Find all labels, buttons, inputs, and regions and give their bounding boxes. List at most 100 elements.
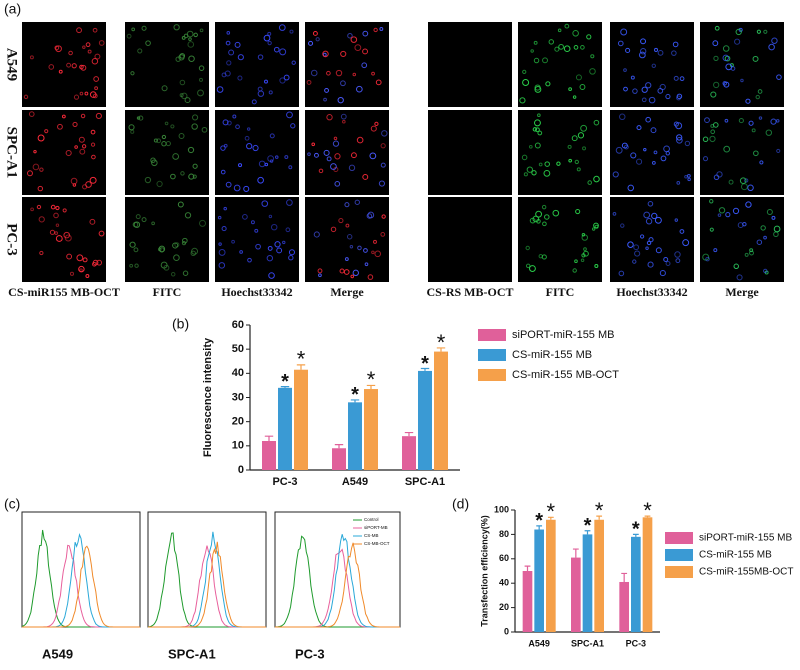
- cell: [333, 136, 338, 141]
- cell: [710, 91, 717, 98]
- cell: [223, 143, 228, 148]
- cell: [257, 90, 265, 97]
- cell: [27, 170, 33, 177]
- cell: [575, 208, 581, 215]
- cell: [129, 263, 134, 268]
- cell: [347, 32, 353, 39]
- cell: [187, 146, 195, 154]
- y-tick-label: 40: [232, 367, 244, 379]
- cell: [53, 212, 59, 219]
- cell: [632, 88, 638, 94]
- cell: [69, 271, 75, 276]
- bar: [418, 370, 432, 470]
- cell: [157, 247, 162, 252]
- cell: [66, 62, 72, 68]
- cell: [375, 79, 382, 86]
- cell: [288, 165, 293, 170]
- cell: [633, 244, 640, 251]
- micrograph: [22, 197, 106, 282]
- legend-label: CS-miR-155 MB: [512, 349, 592, 361]
- cell: [722, 81, 727, 86]
- cell: [323, 149, 330, 156]
- cell: [548, 39, 555, 45]
- cell: [179, 53, 186, 59]
- cell: [164, 121, 169, 126]
- cell: [733, 263, 739, 270]
- cell: [350, 152, 357, 159]
- bar: [402, 436, 416, 470]
- cell: [665, 93, 671, 100]
- panel-label: (d): [452, 496, 469, 512]
- cell: [709, 199, 714, 204]
- micrograph: [428, 197, 512, 282]
- cell: [374, 121, 379, 126]
- cell: [533, 40, 538, 45]
- cell: [623, 144, 629, 150]
- cell: [618, 113, 626, 121]
- cell: [66, 253, 73, 260]
- histogram-curve: [21, 529, 140, 628]
- cell: [574, 259, 578, 264]
- cell: [231, 239, 235, 244]
- panel-label: (c): [4, 496, 20, 512]
- cell: [37, 185, 44, 192]
- cell: [317, 268, 323, 274]
- cell: [306, 79, 312, 85]
- cell: [332, 140, 340, 147]
- cell: [381, 214, 386, 219]
- cell: [33, 149, 37, 154]
- cell: [29, 55, 34, 60]
- cell: [68, 50, 73, 56]
- cell: [676, 93, 683, 100]
- cell: [38, 216, 45, 223]
- cell: [141, 217, 147, 223]
- cell: [647, 200, 654, 207]
- cell: [337, 96, 344, 104]
- cell: [172, 153, 180, 160]
- cell: [552, 209, 560, 217]
- cell: [85, 274, 90, 279]
- cell: [712, 122, 719, 128]
- cell: [374, 250, 382, 258]
- cell: [181, 92, 188, 100]
- cell: [525, 263, 531, 269]
- cell: [161, 85, 168, 92]
- cell: [593, 119, 600, 126]
- cell: [288, 255, 294, 261]
- cell: [255, 243, 261, 250]
- cell: [554, 46, 560, 52]
- cell: [184, 97, 191, 104]
- cell: [525, 245, 530, 251]
- cell: [30, 207, 34, 212]
- error-bar: [536, 525, 543, 530]
- micrograph: [428, 22, 512, 107]
- cell: [590, 54, 595, 59]
- cell: [80, 113, 86, 119]
- cell: [535, 210, 543, 218]
- cell: [55, 205, 60, 211]
- cell: [770, 118, 777, 125]
- cell: [343, 269, 350, 275]
- cell: [684, 140, 691, 147]
- micrograph: [518, 22, 602, 107]
- cell: [79, 148, 86, 155]
- cell: [579, 84, 586, 90]
- cell: [276, 247, 283, 254]
- cell: [724, 118, 729, 123]
- cell: [170, 271, 176, 277]
- cell: [62, 208, 67, 213]
- cell: [660, 155, 667, 162]
- micrograph: [125, 110, 209, 195]
- cell: [572, 268, 577, 273]
- cell: [223, 206, 227, 211]
- cell: [627, 184, 635, 192]
- legend-label: siPORT-miR-155 MB: [699, 533, 792, 544]
- cell: [246, 127, 251, 131]
- cell: [529, 265, 536, 272]
- cell: [81, 144, 87, 149]
- cell: [144, 176, 152, 184]
- cell: [313, 231, 320, 238]
- bar: [534, 529, 544, 632]
- cell: [267, 31, 272, 36]
- cell: [170, 173, 176, 180]
